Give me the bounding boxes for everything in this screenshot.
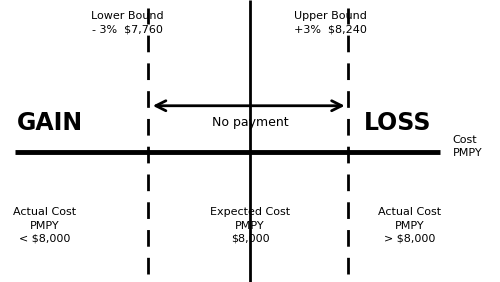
Text: Lower Bound
- 3%  $7,760: Lower Bound - 3% $7,760 bbox=[91, 11, 164, 34]
Text: Expected Cost
PMPY
$8,000: Expected Cost PMPY $8,000 bbox=[210, 207, 290, 244]
Text: GAIN: GAIN bbox=[17, 111, 83, 135]
Text: Upper Bound
+3%  $8,240: Upper Bound +3% $8,240 bbox=[294, 11, 366, 34]
Text: Actual Cost
PMPY
< $8,000: Actual Cost PMPY < $8,000 bbox=[14, 207, 76, 244]
Text: No payment: No payment bbox=[212, 116, 288, 129]
Text: LOSS: LOSS bbox=[364, 111, 431, 135]
Text: Actual Cost
PMPY
> $8,000: Actual Cost PMPY > $8,000 bbox=[378, 207, 442, 244]
Text: Cost
PMPY: Cost PMPY bbox=[452, 135, 482, 158]
